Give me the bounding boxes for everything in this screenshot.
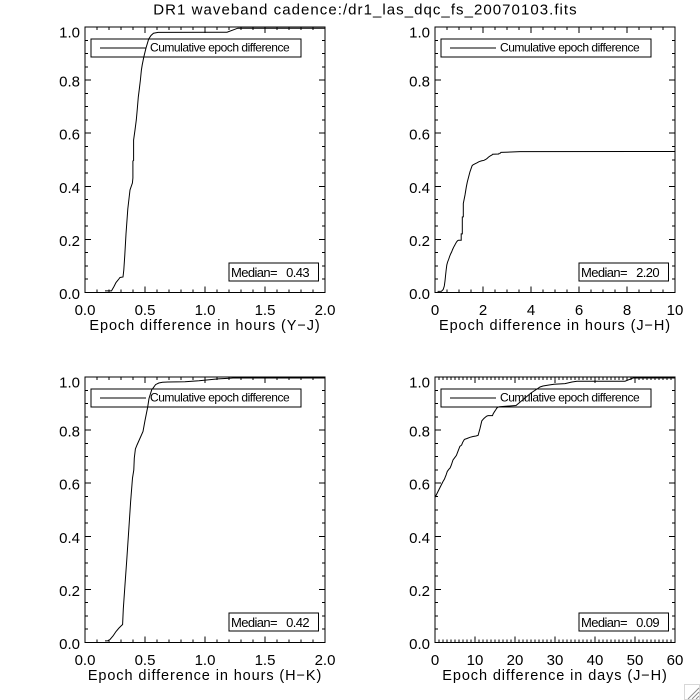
svg-text:0.2: 0.2 bbox=[409, 233, 430, 250]
svg-text:0.8: 0.8 bbox=[409, 424, 430, 441]
svg-text:Cumulative epoch difference: Cumulative epoch difference bbox=[500, 391, 640, 405]
svg-text:6: 6 bbox=[575, 302, 583, 319]
svg-text:1.5: 1.5 bbox=[255, 652, 276, 669]
svg-text:0.6: 0.6 bbox=[59, 477, 80, 494]
svg-text:Median= 0.09: Median= 0.09 bbox=[581, 615, 659, 630]
svg-text:0.0: 0.0 bbox=[409, 636, 430, 653]
svg-text:10: 10 bbox=[467, 652, 484, 669]
svg-text:0.2: 0.2 bbox=[59, 583, 80, 600]
svg-text:0.2: 0.2 bbox=[409, 583, 430, 600]
svg-text:0: 0 bbox=[431, 302, 439, 319]
svg-text:1.0: 1.0 bbox=[409, 374, 430, 391]
svg-text:2.0: 2.0 bbox=[315, 302, 336, 319]
svg-text:1.5: 1.5 bbox=[255, 302, 276, 319]
svg-text:0.5: 0.5 bbox=[135, 302, 156, 319]
svg-text:1.0: 1.0 bbox=[59, 374, 80, 391]
svg-text:1.0: 1.0 bbox=[195, 302, 216, 319]
svg-text:0.2: 0.2 bbox=[59, 233, 80, 250]
svg-text:10: 10 bbox=[667, 302, 684, 319]
svg-text:30: 30 bbox=[547, 652, 564, 669]
svg-text:0.6: 0.6 bbox=[59, 127, 80, 144]
svg-text:Cumulative epoch difference: Cumulative epoch difference bbox=[500, 41, 640, 55]
svg-text:Epoch difference in hours (Y−J: Epoch difference in hours (Y−J) bbox=[89, 318, 320, 334]
svg-text:Cumulative epoch difference: Cumulative epoch difference bbox=[150, 391, 290, 405]
svg-text:Cumulative epoch difference: Cumulative epoch difference bbox=[150, 41, 290, 55]
svg-text:0: 0 bbox=[431, 652, 439, 669]
svg-text:0.4: 0.4 bbox=[409, 530, 430, 547]
svg-text:0.6: 0.6 bbox=[409, 477, 430, 494]
svg-text:Median= 0.43: Median= 0.43 bbox=[231, 265, 309, 280]
svg-text:0.4: 0.4 bbox=[59, 180, 80, 197]
svg-text:0.0: 0.0 bbox=[59, 286, 80, 303]
svg-text:1.0: 1.0 bbox=[195, 652, 216, 669]
svg-text:0.5: 0.5 bbox=[135, 652, 156, 669]
svg-text:0.8: 0.8 bbox=[59, 74, 80, 91]
svg-text:40: 40 bbox=[587, 652, 604, 669]
svg-text:2: 2 bbox=[479, 302, 487, 319]
svg-text:1.0: 1.0 bbox=[409, 24, 430, 41]
svg-text:0.4: 0.4 bbox=[409, 180, 430, 197]
svg-text:0.0: 0.0 bbox=[75, 302, 96, 319]
svg-text:Epoch difference in hours (H−K: Epoch difference in hours (H−K) bbox=[88, 668, 322, 684]
svg-text:Median= 0.42: Median= 0.42 bbox=[231, 615, 309, 630]
svg-text:0.0: 0.0 bbox=[409, 286, 430, 303]
svg-text:1.0: 1.0 bbox=[59, 24, 80, 41]
svg-text:2.0: 2.0 bbox=[315, 652, 336, 669]
svg-text:0.0: 0.0 bbox=[59, 636, 80, 653]
svg-text:0.8: 0.8 bbox=[409, 74, 430, 91]
svg-text:4: 4 bbox=[527, 302, 535, 319]
svg-text:50: 50 bbox=[627, 652, 644, 669]
svg-text:60: 60 bbox=[667, 652, 684, 669]
svg-text:0.6: 0.6 bbox=[409, 127, 430, 144]
svg-text:0.0: 0.0 bbox=[75, 652, 96, 669]
svg-text:0.8: 0.8 bbox=[59, 424, 80, 441]
svg-text:Epoch difference in hours (J−H: Epoch difference in hours (J−H) bbox=[439, 318, 671, 334]
svg-text:8: 8 bbox=[623, 302, 631, 319]
svg-text:20: 20 bbox=[507, 652, 524, 669]
svg-text:Epoch difference in days (J−H): Epoch difference in days (J−H) bbox=[442, 668, 667, 684]
svg-text:Median= 2.20: Median= 2.20 bbox=[581, 265, 659, 280]
svg-text:DR1 waveband cadence:/dr1_las_: DR1 waveband cadence:/dr1_las_dqc_fs_200… bbox=[153, 2, 577, 19]
svg-text:0.4: 0.4 bbox=[59, 530, 80, 547]
